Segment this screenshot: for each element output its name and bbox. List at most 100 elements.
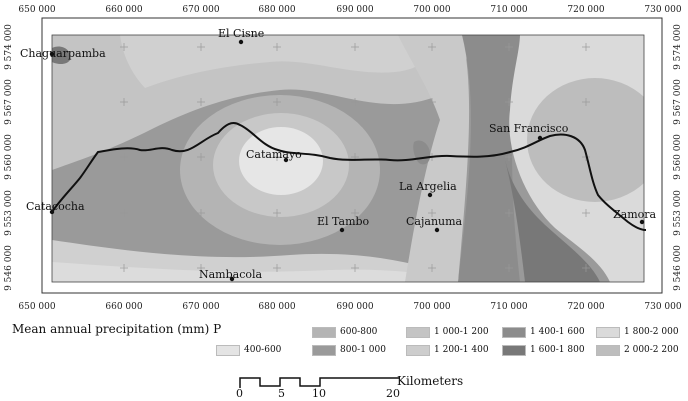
legend-item: 1 600-1 800: [502, 344, 585, 356]
legend-label: 1 400-1 600: [530, 327, 585, 337]
scale-label-0: 0: [236, 387, 243, 400]
x-tick-bottom: 730 000: [644, 302, 681, 312]
legend-item: 400-600: [216, 344, 281, 356]
legend: 400-600 600-800 800-1 000 1 000-1 200 1 200-…: [216, 326, 686, 360]
y-tick-left: 9 560 000: [4, 134, 14, 180]
legend-item: 2 000-2 200: [596, 344, 679, 356]
place-marker-catacocha: [49, 209, 55, 215]
river-line: [51, 122, 647, 231]
place-label-la-argelia: La Argelia: [399, 180, 457, 193]
legend-label: 400-600: [244, 345, 282, 355]
place-label-catamayo: Catamayo: [246, 148, 302, 161]
y-tick-right: 9 574 000: [673, 24, 683, 70]
map-extent: [51, 34, 645, 283]
y-tick-left: 9 574 000: [4, 24, 14, 70]
zone-2000-2200: [527, 78, 644, 202]
place-marker-nambacola: [229, 276, 235, 282]
place-marker-san-francisco: [537, 135, 543, 141]
x-tick-top: 700 000: [413, 5, 450, 15]
legend-swatch: [406, 326, 430, 338]
x-tick-top: 670 000: [182, 5, 219, 15]
x-tick-top: 680 000: [258, 5, 295, 15]
scale-label-5: 5: [278, 387, 285, 400]
x-tick-bottom: 720 000: [567, 302, 604, 312]
legend-label: 1 000-1 200: [434, 327, 489, 337]
scale-bar: Kilometers 0 5 10 20: [232, 372, 492, 400]
place-label-cajanuma: Cajanuma: [406, 215, 463, 228]
legend-label: 1 200-1 400: [434, 345, 489, 355]
place-label-el-cisne: El Cisne: [218, 27, 264, 40]
legend-swatch: [502, 344, 526, 356]
place-marker-chaguarpamba: [49, 51, 55, 57]
place-marker-el-cisne: [238, 39, 244, 45]
legend-item: 1 000-1 200: [406, 326, 489, 338]
legend-swatch: [216, 344, 240, 356]
zone-1200-1400-north: [120, 35, 440, 88]
x-tick-bottom: 650 000: [18, 302, 55, 312]
y-tick-right: 9 553 000: [673, 190, 683, 236]
x-tick-top: 650 000: [18, 5, 55, 15]
scale-unit: Kilometers: [397, 374, 464, 388]
place-label-nambacola: Nambacola: [199, 268, 263, 281]
x-tick-bottom: 670 000: [182, 302, 219, 312]
place-label-chaguarpamba: Chaguarpamba: [20, 47, 106, 60]
legend-item: 1 200-1 400: [406, 344, 489, 356]
y-tick-left: 9 567 000: [4, 79, 14, 125]
place-label-catacocha: Catacocha: [26, 200, 85, 213]
zone-1200-1400-central: [398, 35, 470, 282]
legend-swatch: [406, 344, 430, 356]
legend-swatch: [596, 326, 620, 338]
x-tick-top: 710 000: [490, 5, 527, 15]
legend-label: 600-800: [340, 327, 378, 337]
x-tick-bottom: 680 000: [258, 302, 295, 312]
y-tick-right: 9 567 000: [673, 79, 683, 125]
y-tick-left: 9 553 000: [4, 190, 14, 236]
x-tick-bottom: 690 000: [336, 302, 373, 312]
y-ticks-right: 9 574 000 9 567 000 9 560 000 9 553 000 9 54…: [673, 24, 683, 291]
legend-label: 2 000-2 200: [624, 345, 679, 355]
place-marker-catamayo: [283, 157, 289, 163]
legend-swatch: [312, 326, 336, 338]
place-label-el-tambo: El Tambo: [317, 215, 370, 228]
place-marker-cajanuma: [434, 227, 440, 233]
zone-south-light: [52, 262, 460, 282]
legend-swatch: [502, 326, 526, 338]
x-tick-top: 660 000: [105, 5, 142, 15]
legend-label: 1 800-2 000: [624, 327, 679, 337]
x-tick-bottom: 700 000: [413, 302, 450, 312]
place-label-san-francisco: San Francisco: [489, 122, 569, 135]
zone-400-600-catamayo: [239, 127, 323, 195]
legend-label: 800-1 000: [340, 345, 386, 355]
place-label-zamora: Zamora: [613, 208, 657, 221]
legend-item: 1 800-2 000: [596, 326, 679, 338]
legend-swatch: [596, 344, 620, 356]
legend-swatch: [312, 344, 336, 356]
x-tick-bottom: 660 000: [105, 302, 142, 312]
y-tick-right: 9 546 000: [673, 245, 683, 291]
legend-title: Mean annual precipitation (mm) P: [12, 322, 222, 336]
y-tick-right: 9 560 000: [673, 134, 683, 180]
x-tick-bottom: 710 000: [490, 302, 527, 312]
zone-1600-1800-east: [505, 160, 600, 282]
grid-crosses: [120, 43, 590, 272]
legend-item: 600-800: [312, 326, 377, 338]
zone-1400-1600-east: [458, 35, 520, 282]
scale-label-10: 10: [312, 387, 326, 400]
legend-item: 1 400-1 600: [502, 326, 585, 338]
y-tick-left: 9 546 000: [4, 245, 14, 291]
x-ticks-bottom: 650 000 660 000 670 000 680 000 690 000 700 0…: [18, 302, 681, 312]
scale-label-20: 20: [386, 387, 400, 400]
zone-patch-chaguarpamba: [52, 46, 71, 64]
legend-item: 800-1 000: [312, 344, 386, 356]
x-tick-top: 690 000: [336, 5, 373, 15]
y-ticks-left: 9 574 000 9 567 000 9 560 000 9 553 000 9 54…: [4, 24, 14, 291]
x-tick-top: 720 000: [567, 5, 604, 15]
scale-bar-graphic: [239, 377, 400, 388]
place-marker-la-argelia: [427, 192, 433, 198]
precipitation-zones: [52, 35, 644, 282]
legend-label: 1 600-1 800: [530, 345, 585, 355]
place-marker-el-tambo: [339, 227, 345, 233]
place-marker-zamora: [639, 219, 645, 225]
x-tick-top: 730 000: [644, 5, 681, 15]
